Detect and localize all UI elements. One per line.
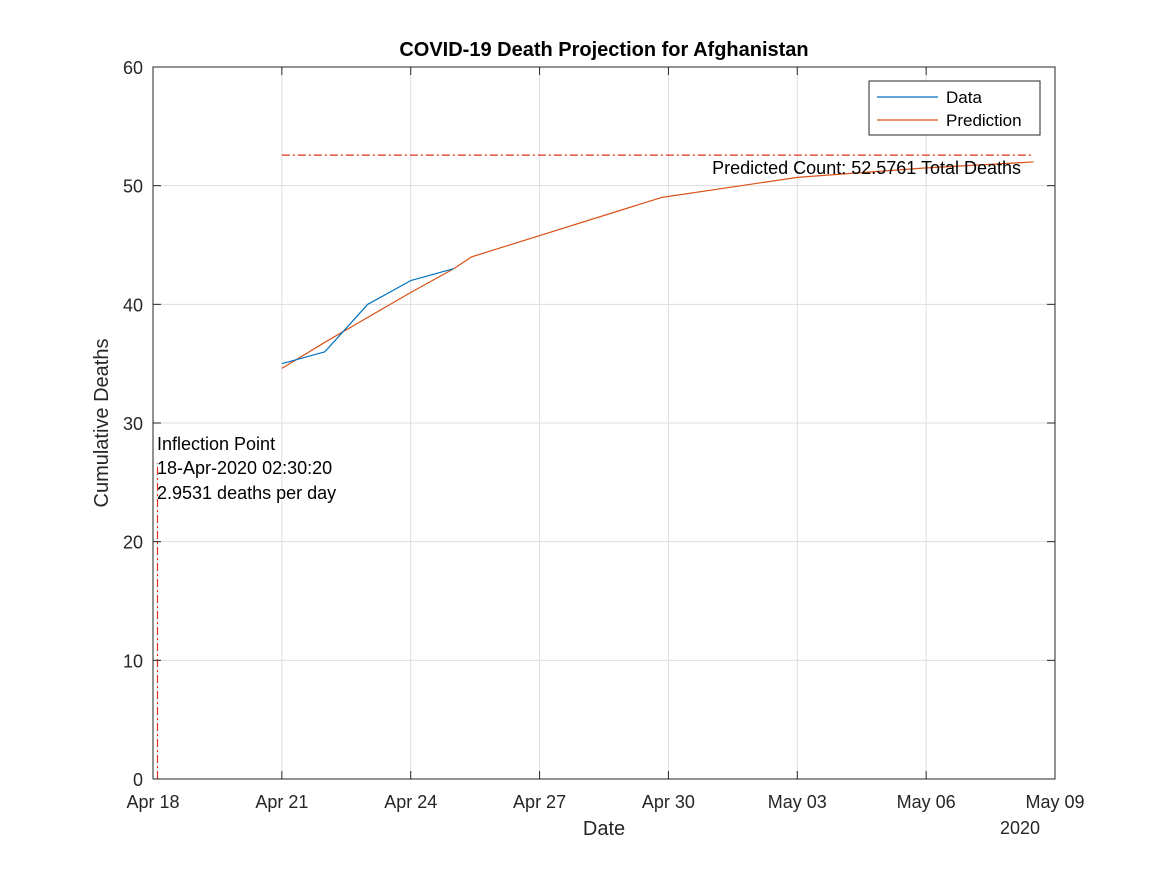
- tick-labels: Apr 18 Apr 21 Apr 24 Apr 27 Apr 30 May 03 May …: [123, 58, 1085, 812]
- inflection-point-title: Inflection Point: [157, 434, 275, 454]
- y-tick-label: 20: [123, 533, 143, 553]
- x-tick-label: Apr 30: [642, 792, 695, 812]
- legend-label-prediction: Prediction: [946, 111, 1022, 130]
- series-line-data: [281, 268, 454, 365]
- x-tick-label: Apr 24: [384, 792, 437, 812]
- x-axis-label: Date: [583, 818, 625, 840]
- y-axis-label: Cumulative Deaths: [91, 339, 113, 508]
- reference-lines: [156, 154, 1034, 779]
- x-axis-year-label: 2020: [1000, 818, 1040, 838]
- inflection-point-rate: 2.9531 deaths per day: [157, 483, 336, 503]
- x-tick-label: May 03: [768, 792, 827, 812]
- y-tick-label: 30: [123, 414, 143, 434]
- x-tick-label: Apr 21: [255, 792, 308, 812]
- predicted-count-annotation: Predicted Count: 52.5761 Total Deaths: [712, 158, 1021, 178]
- inflection-point-datetime: 18-Apr-2020 02:30:20: [157, 458, 332, 478]
- x-tick-label: May 09: [1025, 792, 1084, 812]
- y-tick-label: 0: [133, 770, 143, 790]
- y-tick-label: 60: [123, 58, 143, 78]
- y-tick-label: 40: [123, 295, 143, 315]
- series-layer: [281, 161, 1034, 369]
- x-tick-label: Apr 27: [513, 792, 566, 812]
- y-tick-label: 10: [123, 651, 143, 671]
- y-tick-label: 50: [123, 177, 143, 197]
- legend-label-data: Data: [946, 88, 982, 107]
- x-tick-label: Apr 18: [126, 792, 179, 812]
- series-line-prediction: [281, 161, 1034, 369]
- chart-title: COVID-19 Death Projection for Afghanista…: [399, 39, 808, 61]
- x-tick-label: May 06: [897, 792, 956, 812]
- legend-box: [868, 80, 1041, 136]
- legend: Data Prediction: [868, 80, 1041, 136]
- axis-ticks: [152, 66, 1056, 780]
